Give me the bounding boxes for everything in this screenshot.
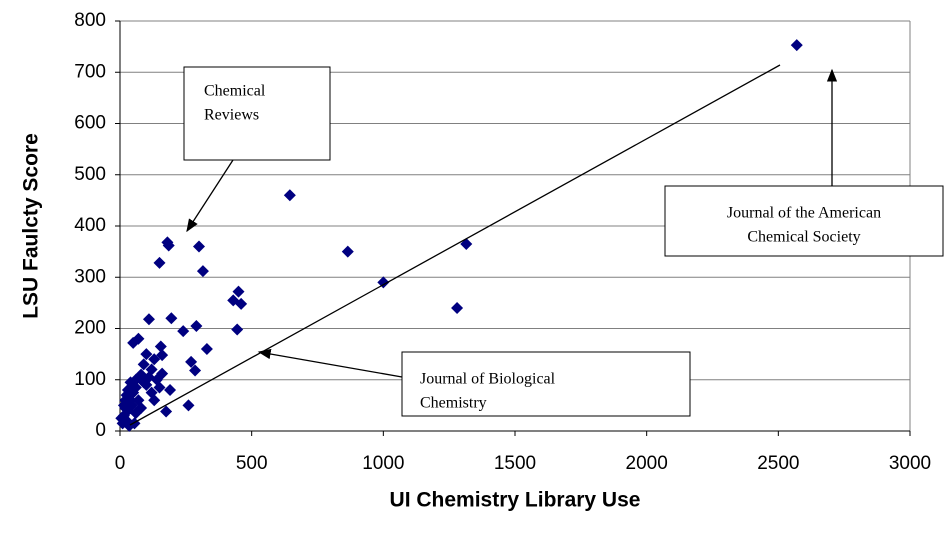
- y-tick-label: 300: [74, 266, 106, 287]
- point: [231, 323, 244, 336]
- point: [189, 364, 202, 377]
- point: [165, 312, 178, 325]
- y-tick-label: 800: [74, 10, 106, 31]
- x-tick-label: 1000: [362, 453, 404, 474]
- x-tick-label: 2500: [757, 453, 799, 474]
- annotation-text: Chemical Society: [747, 229, 860, 246]
- point: [142, 371, 155, 384]
- point: [127, 336, 140, 349]
- point: [283, 189, 296, 202]
- y-tick-label: 700: [74, 61, 106, 82]
- point: [341, 245, 354, 258]
- point: [153, 256, 166, 269]
- point: [135, 401, 148, 414]
- x-tick-label: 1500: [494, 453, 536, 474]
- point: [142, 313, 155, 326]
- point: [451, 302, 464, 314]
- annotation-text: Chemical: [204, 83, 266, 100]
- point: [137, 358, 150, 371]
- point: [164, 384, 177, 396]
- annotation-text: Journal of the American: [727, 205, 881, 222]
- point: [148, 353, 161, 366]
- arrow: [186, 159, 234, 233]
- point: [120, 389, 133, 402]
- y-tick-label: 100: [74, 369, 106, 390]
- x-axis-title: UI Chemistry Library Use: [390, 489, 641, 512]
- annotation-box: [401, 351, 691, 417]
- point: [148, 394, 161, 407]
- point: [182, 399, 195, 412]
- x-tick-label: 0: [115, 453, 126, 474]
- point: [117, 399, 130, 412]
- point: [196, 265, 209, 278]
- x-tick-label: 500: [236, 453, 268, 474]
- point: [193, 240, 205, 253]
- annotation-box: [183, 66, 331, 161]
- annotation-box: [664, 185, 944, 257]
- trend-line: [129, 64, 781, 426]
- point: [790, 39, 803, 52]
- point: [154, 340, 167, 353]
- y-tick-label: 500: [74, 164, 106, 185]
- point: [235, 297, 248, 310]
- point: [177, 325, 190, 338]
- point: [160, 405, 173, 418]
- annotation-text: Chemistry: [420, 395, 487, 412]
- x-tick-label: 2000: [626, 453, 668, 474]
- annotation-text: Journal of Biological: [420, 371, 556, 388]
- y-axis-title: LSU Faulcty Score: [20, 133, 43, 319]
- point: [200, 343, 213, 355]
- point: [232, 285, 245, 298]
- y-tick-label: 200: [74, 318, 106, 339]
- y-tick-label: 600: [74, 113, 106, 134]
- point: [140, 348, 153, 361]
- point: [185, 355, 198, 368]
- annotation-text: Reviews: [204, 107, 259, 124]
- point: [129, 381, 142, 394]
- point: [190, 319, 203, 332]
- point: [153, 381, 166, 394]
- point: [460, 237, 473, 250]
- y-tick-label: 0: [95, 420, 106, 441]
- arrow: [257, 348, 403, 378]
- point: [124, 394, 137, 407]
- point: [115, 412, 128, 425]
- point: [377, 276, 390, 289]
- y-tick-label: 400: [74, 215, 106, 236]
- x-tick-label: 3000: [889, 453, 931, 474]
- point: [162, 239, 175, 252]
